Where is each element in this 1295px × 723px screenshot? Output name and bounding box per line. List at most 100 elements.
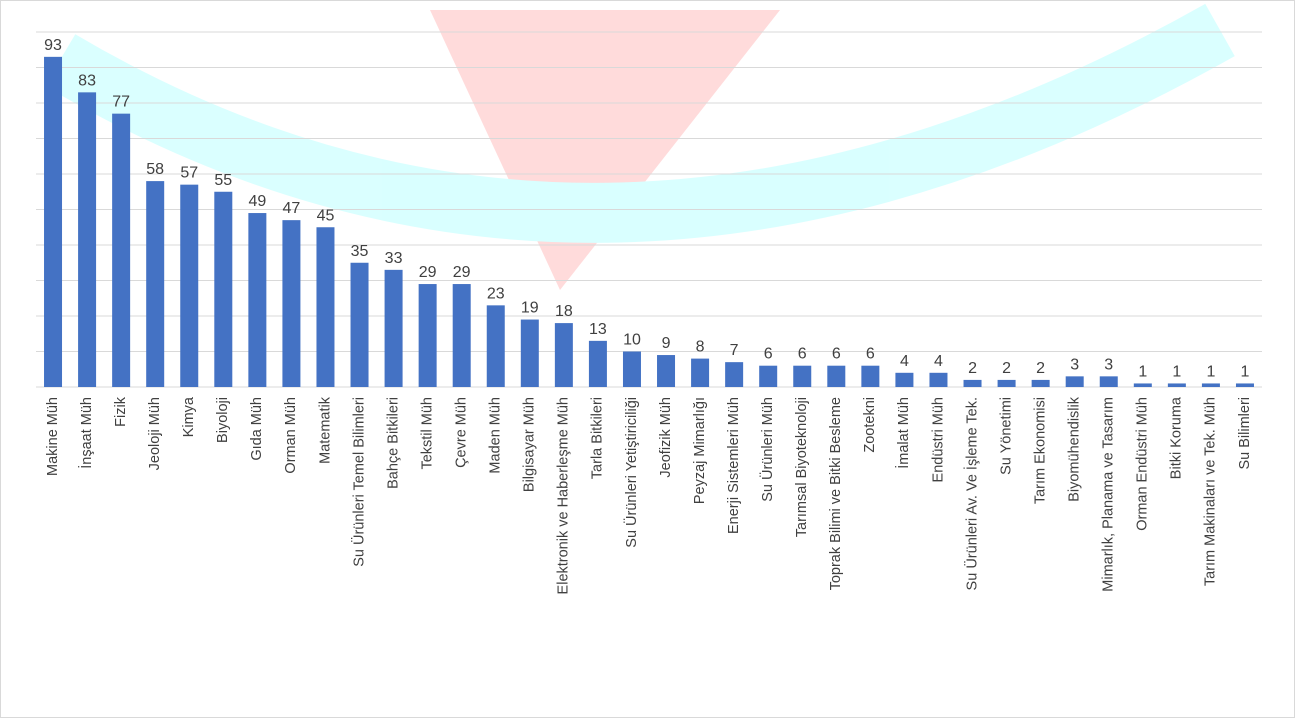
bar	[1031, 379, 1050, 387]
x-tick-label: Tekstil Müh	[419, 397, 435, 470]
bar	[1099, 376, 1118, 387]
data-label: 49	[248, 193, 266, 210]
data-label: 1	[1241, 363, 1250, 380]
bar	[384, 269, 403, 387]
data-label: 55	[214, 172, 232, 189]
bar	[895, 372, 914, 387]
data-label: 29	[419, 264, 437, 281]
data-label: 7	[730, 342, 739, 359]
x-tick-label: Enerji Sistemleri Müh	[726, 397, 742, 534]
data-label: 47	[283, 200, 301, 217]
data-label: 77	[112, 94, 130, 111]
x-tick-label: Biyoloji	[215, 397, 231, 443]
x-tick-label: Gıda Müh	[249, 397, 265, 461]
data-label: 23	[487, 285, 505, 302]
x-tick-label: Bilgisayar Müh	[522, 397, 538, 492]
x-tick-label: Su Ürünleri Av. Ve İşleme Tek.	[962, 397, 980, 590]
x-tick-label: Jeoloji Müh	[147, 397, 163, 470]
bar	[282, 220, 301, 387]
data-label: 10	[623, 332, 641, 349]
watermark	[44, 3, 1235, 290]
bar	[1065, 376, 1084, 387]
x-tick-label: Elektronik ve Haberleşme Müh	[556, 397, 572, 594]
data-label: 13	[589, 321, 607, 338]
data-label: 35	[351, 243, 369, 260]
data-label: 29	[453, 264, 471, 281]
bar	[248, 213, 267, 387]
bar	[997, 379, 1016, 387]
bar	[691, 358, 710, 387]
x-tick-label: Orman Müh	[283, 397, 299, 474]
data-label: 6	[798, 346, 807, 363]
bar	[725, 362, 744, 387]
bar	[112, 113, 131, 388]
bar	[44, 56, 63, 387]
data-label: 2	[1002, 360, 1011, 377]
x-tick-label: Tarım Ekonomisi	[1032, 397, 1048, 504]
bar	[929, 372, 948, 387]
data-label: 4	[934, 353, 943, 370]
x-tick-label: Tarla Bitkileri	[590, 397, 606, 479]
data-label: 1	[1172, 363, 1181, 380]
data-label: 4	[900, 353, 909, 370]
data-label: 6	[832, 346, 841, 363]
data-label: 57	[180, 165, 198, 182]
data-label: 1	[1206, 363, 1215, 380]
watermark-arc	[44, 3, 1235, 243]
x-tick-label: Bahçe Bitkileri	[385, 397, 401, 489]
x-tick-label: Makine Müh	[45, 397, 61, 476]
x-tick-label: İmalat Müh	[894, 397, 912, 469]
watermark-shape	[430, 10, 780, 290]
x-tick-label: Su Ürünleri Müh	[758, 397, 776, 502]
bar	[180, 184, 199, 387]
bar	[1167, 383, 1186, 387]
bar	[1201, 383, 1220, 387]
data-label: 2	[968, 360, 977, 377]
bar	[554, 323, 573, 387]
bar	[622, 351, 641, 387]
data-label: 3	[1104, 356, 1113, 373]
bar	[1133, 383, 1152, 387]
data-label: 45	[317, 207, 335, 224]
x-tick-label: Tarımsal Biyoteknoloji	[794, 397, 810, 537]
data-label: 19	[521, 300, 539, 317]
bar	[963, 379, 982, 387]
x-tick-label: İnşaat Müh	[77, 397, 95, 469]
data-label: 18	[555, 303, 573, 320]
x-tick-label: Maden Müh	[488, 397, 504, 474]
data-label: 9	[662, 335, 671, 352]
x-tick-label: Tarım Makinaları ve Tek. Müh	[1203, 397, 1219, 586]
x-tick-label: Toprak Bilimi ve Bitki Besleme	[828, 397, 844, 590]
bar	[588, 340, 607, 387]
x-tick-label: Fizik	[113, 396, 129, 427]
bar	[759, 365, 778, 387]
data-label: 58	[146, 161, 164, 178]
data-label: 83	[78, 72, 96, 89]
bar	[520, 319, 539, 387]
bar	[452, 284, 471, 387]
data-label: 6	[866, 346, 875, 363]
bar	[350, 262, 369, 387]
bar	[1235, 383, 1254, 387]
x-tick-label: Su Yönetimi	[998, 397, 1014, 475]
bar	[793, 365, 812, 387]
x-tick-label: Su Ürünleri Yetiştiriciliği	[622, 397, 640, 548]
data-label: 6	[764, 346, 773, 363]
x-tick-label: Çevre Müh	[454, 397, 470, 468]
x-tick-label: Jeofizik Müh	[658, 397, 674, 478]
x-tick-label: Zootekni	[862, 397, 878, 453]
bar	[316, 227, 335, 387]
x-tick-label: Kimya	[181, 396, 197, 437]
bar	[418, 284, 437, 387]
x-tick-label: Biyomühendislik	[1067, 396, 1083, 502]
data-label: 93	[44, 37, 62, 54]
data-label: 2	[1036, 360, 1045, 377]
x-tick-label: Bitki Koruma	[1169, 396, 1185, 479]
data-label: 3	[1070, 356, 1079, 373]
x-tick-label: Peyzaj Mimarlığı	[692, 397, 708, 504]
data-label: 8	[696, 339, 705, 356]
x-tick-label: Orman Endüstri Müh	[1135, 397, 1151, 531]
bar	[146, 181, 165, 387]
bar	[861, 365, 880, 387]
x-tick-label: Matematik	[317, 396, 333, 464]
